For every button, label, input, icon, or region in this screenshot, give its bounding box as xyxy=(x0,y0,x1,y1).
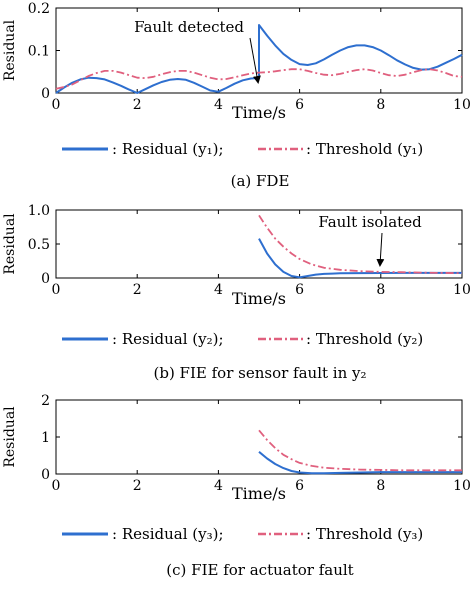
x-tick-label: 6 xyxy=(295,97,304,113)
x-tick-label: 2 xyxy=(133,97,142,113)
legend-residual-label: : Residual (y₁); xyxy=(112,140,224,158)
y-tick-label: 2 xyxy=(41,393,50,409)
x-tick-label: 8 xyxy=(376,97,385,113)
legend-threshold-label: : Threshold (y₂) xyxy=(306,330,423,348)
x-tick-label: 4 xyxy=(214,478,223,494)
y-tick-label: 1 xyxy=(41,430,50,446)
x-tick-label: 2 xyxy=(133,478,142,494)
legend-threshold-label: : Threshold (y₁) xyxy=(306,140,423,158)
x-tick-label: 10 xyxy=(453,97,471,113)
legend-residual-label: : Residual (y₃); xyxy=(112,525,224,543)
annotation-label: Fault detected xyxy=(134,18,244,36)
y-tick-label: 0 xyxy=(41,467,50,483)
panel-caption: (c) FIE for actuator fault xyxy=(166,561,353,579)
legend: : Residual (y₂); : Threshold (y₂) xyxy=(62,330,423,348)
chart-panel-1: 0 2 4 6 8 10 0 0.1 0.2 Residual Time/s Fault detect… xyxy=(2,1,471,190)
annotation-label: Fault isolated xyxy=(318,213,422,231)
x-tick-label: 4 xyxy=(214,282,223,298)
legend: : Residual (y₃); : Threshold (y₃) xyxy=(62,525,423,543)
x-tick-label: 0 xyxy=(52,478,61,494)
x-axis-label: Time/s xyxy=(232,484,286,503)
plot-frame xyxy=(55,399,463,475)
legend: : Residual (y₁); : Threshold (y₁) xyxy=(62,140,423,158)
y-tick-label: 0.2 xyxy=(28,1,50,17)
annotation-arrow xyxy=(249,37,261,84)
x-tick-label: 0 xyxy=(52,282,61,298)
y-axis-label: Residual xyxy=(2,406,18,468)
x-tick-label: 10 xyxy=(453,282,471,298)
y-tick-label: 0.5 xyxy=(28,237,50,253)
y-tick-label: 0 xyxy=(41,271,50,287)
chart-panel-2: 0 2 4 6 8 10 0 0.5 1.0 Residual Time/s Fault isolat… xyxy=(2,203,471,382)
y-tick-label: 0.1 xyxy=(28,44,50,60)
x-axis-label: Time/s xyxy=(232,289,286,308)
x-tick-label: 6 xyxy=(295,282,304,298)
residual-line xyxy=(258,451,462,475)
y-tick-label: 1.0 xyxy=(28,203,50,219)
x-tick-label: 6 xyxy=(295,478,304,494)
residual-line xyxy=(55,24,463,94)
x-tick-label: 0 xyxy=(52,97,61,113)
chart-panel-3: 0 2 4 6 8 10 0 1 2 Residual Time/s : Residual (y₃);… xyxy=(2,393,471,579)
x-tick-label: 8 xyxy=(376,478,385,494)
legend-threshold-label: : Threshold (y₃) xyxy=(306,525,423,543)
threshold-line xyxy=(258,429,462,472)
legend-residual-label: : Residual (y₂); xyxy=(112,330,224,348)
x-tick-label: 8 xyxy=(376,282,385,298)
y-axis-label: Residual xyxy=(2,213,18,275)
x-tick-label: 10 xyxy=(453,478,471,494)
threshold-line xyxy=(55,68,463,90)
x-tick-label: 2 xyxy=(133,282,142,298)
panel-caption: (a) FDE xyxy=(231,172,290,190)
panel-caption: (b) FIE for sensor fault in y₂ xyxy=(153,364,366,382)
x-axis-label: Time/s xyxy=(232,103,286,122)
y-axis-label: Residual xyxy=(2,19,18,81)
threshold-line xyxy=(258,214,463,275)
y-tick-label: 0 xyxy=(41,86,50,102)
x-tick-label: 4 xyxy=(214,97,223,113)
annotation-arrow xyxy=(376,232,385,267)
residual-line xyxy=(258,238,462,279)
